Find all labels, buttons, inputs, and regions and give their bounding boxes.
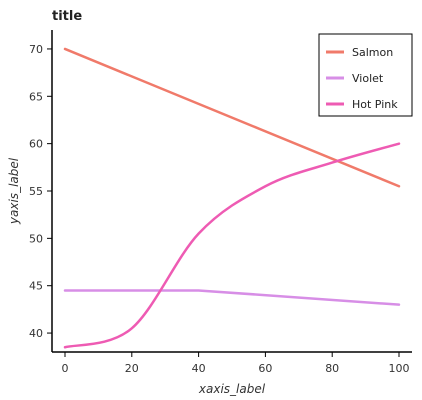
tick-group: 0 20 40 60 80 100 40 45 50 55 60 65 70: [29, 43, 410, 375]
y-tick-label: 40: [29, 327, 43, 340]
y-tick-label: 65: [29, 90, 43, 103]
y-axis-title: yaxis_label: [7, 157, 21, 225]
series-line-hot-pink: [63, 142, 401, 349]
series-group: [63, 47, 401, 349]
y-tick-label: 55: [29, 185, 43, 198]
legend: Salmon Violet Hot Pink: [318, 33, 413, 117]
x-tick-label: 80: [325, 362, 339, 375]
legend-label: Violet: [352, 72, 384, 85]
y-tick-label: 60: [29, 138, 43, 151]
series-line-violet: [63, 289, 401, 306]
x-axis-title: xaxis_label: [198, 382, 266, 396]
y-tick-label: 45: [29, 280, 43, 293]
x-tick-label: 0: [62, 362, 69, 375]
legend-box: [318, 33, 413, 117]
y-tick-label: 50: [29, 232, 43, 245]
chart-title: title: [52, 9, 82, 24]
x-tick-label: 60: [258, 362, 272, 375]
y-tick-label: 70: [29, 43, 43, 56]
series-line-salmon: [63, 47, 401, 188]
x-tick-label: 100: [389, 362, 410, 375]
x-tick-label: 40: [192, 362, 206, 375]
x-tick-label: 20: [125, 362, 139, 375]
legend-label: Hot Pink: [352, 98, 398, 111]
legend-label: Salmon: [352, 46, 393, 59]
